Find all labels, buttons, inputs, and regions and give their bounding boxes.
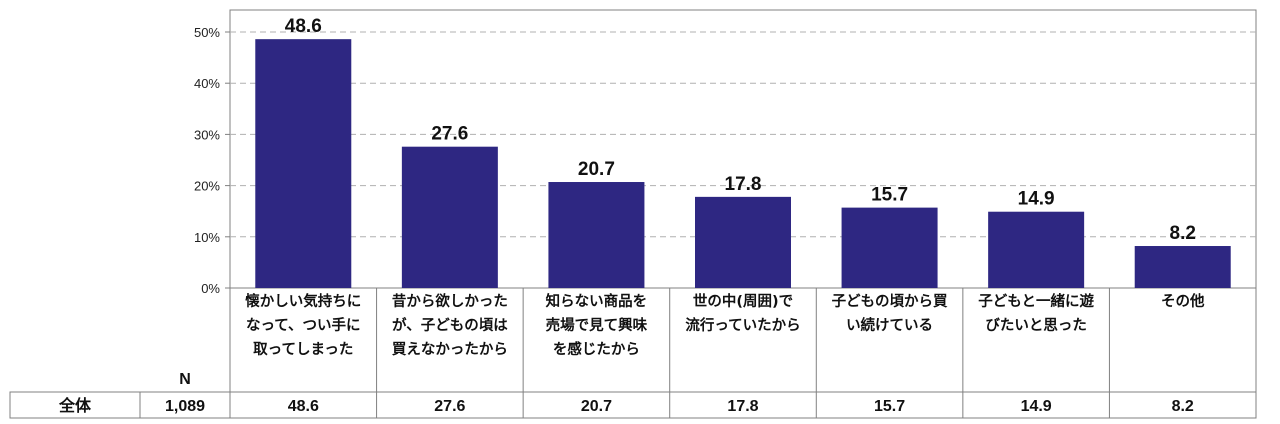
category-label: なって、つい手に (246, 316, 361, 334)
category-label: を感じたから (553, 340, 640, 358)
data-label: 8.2 (1170, 223, 1196, 244)
bar (548, 182, 645, 288)
bar (255, 39, 352, 288)
category-label: 昔から欲しかった (392, 292, 508, 310)
data-label: 20.7 (578, 159, 615, 180)
table-cell: 27.6 (434, 398, 465, 415)
category-label: びたいと思った (985, 317, 1087, 334)
table-cell: 15.7 (874, 398, 905, 415)
data-label: 48.6 (285, 16, 322, 37)
n-header: N (179, 371, 191, 388)
category-label: その他 (1161, 292, 1205, 310)
category-label: 知らない商品を (546, 292, 648, 310)
y-tick-label: 0% (201, 281, 220, 296)
category-label: 子どもと一緒に遊 (978, 292, 1094, 310)
y-tick-label: 20% (194, 179, 220, 194)
category-label: が、子どもの頃は (392, 316, 508, 334)
bar (988, 211, 1085, 288)
category-label: い続けている (846, 316, 933, 334)
category-label: 流行っていたから (685, 316, 800, 334)
data-label: 27.6 (431, 124, 468, 145)
data-label: 14.9 (1018, 189, 1055, 210)
category-label: 子どもの頃から買 (832, 293, 948, 310)
y-tick-label: 50% (194, 25, 220, 40)
y-tick-label: 10% (194, 230, 220, 245)
table-cell: 48.6 (288, 398, 319, 415)
table-cell: 8.2 (1172, 398, 1194, 415)
data-label: 15.7 (871, 185, 908, 206)
category-label: 売場で見て興味 (546, 316, 648, 334)
y-tick-label: 30% (194, 127, 220, 142)
bar (401, 146, 498, 288)
table-cell: 20.7 (581, 398, 612, 415)
category-label: 取ってしまった (253, 341, 353, 358)
bar (695, 196, 791, 288)
table-cell: 14.9 (1021, 398, 1052, 415)
category-label: 世の中(周囲)で (693, 292, 793, 310)
data-label: 17.8 (725, 174, 762, 195)
bar (1134, 246, 1231, 288)
category-label: 懐かしい気持ちに (245, 292, 361, 310)
table-cell: 17.8 (727, 398, 758, 415)
category-label: 買えなかったから (392, 341, 508, 358)
bar (841, 207, 938, 288)
y-tick-label: 40% (194, 76, 220, 91)
table-frame (9, 391, 1257, 419)
n-value: 1,089 (165, 398, 205, 415)
row-label: 全体 (58, 396, 92, 415)
